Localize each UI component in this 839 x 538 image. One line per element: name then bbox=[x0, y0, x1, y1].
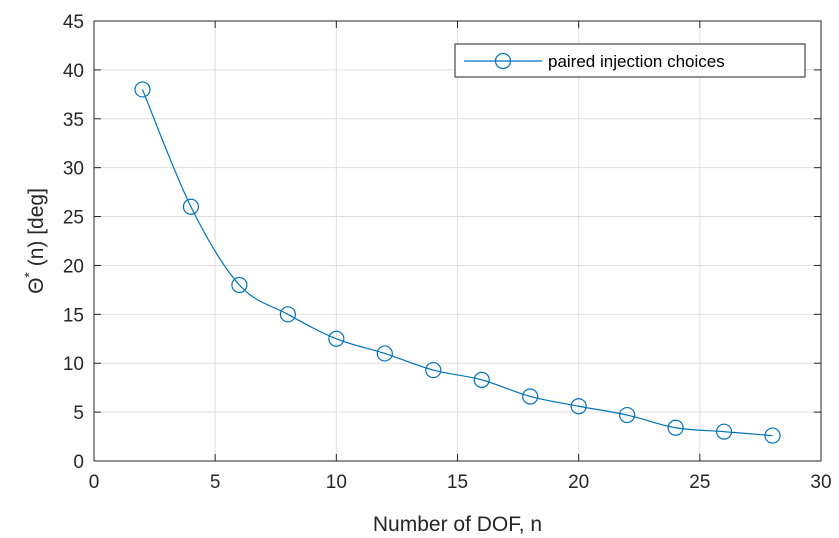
x-tick-label: 15 bbox=[447, 472, 468, 493]
y-tick-label: 5 bbox=[73, 403, 84, 424]
data-point-marker bbox=[328, 330, 345, 347]
x-tick-label: 5 bbox=[210, 472, 221, 493]
data-point-marker bbox=[231, 276, 248, 294]
data-point-marker bbox=[667, 419, 684, 436]
data-point-marker bbox=[376, 345, 393, 362]
y-tick-label: 25 bbox=[63, 208, 84, 229]
data-point-marker bbox=[279, 306, 296, 323]
x-tick-label: 0 bbox=[89, 472, 100, 493]
y-tick-label: 10 bbox=[63, 354, 84, 375]
series-line bbox=[141, 89, 773, 437]
data-point-marker bbox=[619, 406, 636, 424]
x-tick-label: 10 bbox=[326, 472, 347, 493]
y-tick-label: 15 bbox=[63, 305, 84, 326]
y-tick-label: 30 bbox=[63, 159, 84, 180]
legend: paired injection choices bbox=[454, 43, 806, 78]
data-point-marker bbox=[134, 81, 151, 98]
legend-entry-label: paired injection choices bbox=[548, 52, 725, 71]
axis-ticks bbox=[93, 20, 822, 462]
y-tick-label: 40 bbox=[63, 61, 84, 82]
x-tick-label: 30 bbox=[810, 472, 831, 493]
data-point-marker bbox=[473, 371, 490, 388]
y-tick-label: 35 bbox=[63, 110, 84, 131]
x-tick-label: 20 bbox=[568, 472, 589, 493]
data-point-marker bbox=[425, 361, 442, 379]
x-tick-label: 25 bbox=[689, 472, 710, 493]
data-point-marker bbox=[570, 398, 587, 415]
data-point-marker bbox=[182, 198, 200, 215]
y-axis-title-rest: (n) [deg] bbox=[25, 188, 48, 272]
y-tick-label: 45 bbox=[63, 12, 84, 33]
series-paired-injection-choices bbox=[134, 81, 781, 444]
y-tick-label: 0 bbox=[73, 452, 84, 473]
y-axis-title: Θ* (n) [deg] bbox=[21, 188, 48, 294]
x-axis-title: Number of DOF, n bbox=[373, 513, 542, 536]
data-point-marker bbox=[522, 388, 539, 405]
data-point-marker bbox=[764, 427, 781, 444]
y-axis-title-symbol: Θ bbox=[25, 278, 48, 294]
tick-labels: 0 5 10 15 20 25 30 0 5 10 15 20 25 30 35 40 45 bbox=[63, 12, 832, 493]
grid-lines bbox=[93, 20, 822, 462]
legend-marker-sample bbox=[494, 52, 512, 70]
y-tick-label: 20 bbox=[63, 256, 84, 277]
data-point-marker bbox=[715, 423, 733, 440]
y-axis-title-superscript: * bbox=[21, 272, 37, 278]
series-layer bbox=[134, 81, 781, 444]
